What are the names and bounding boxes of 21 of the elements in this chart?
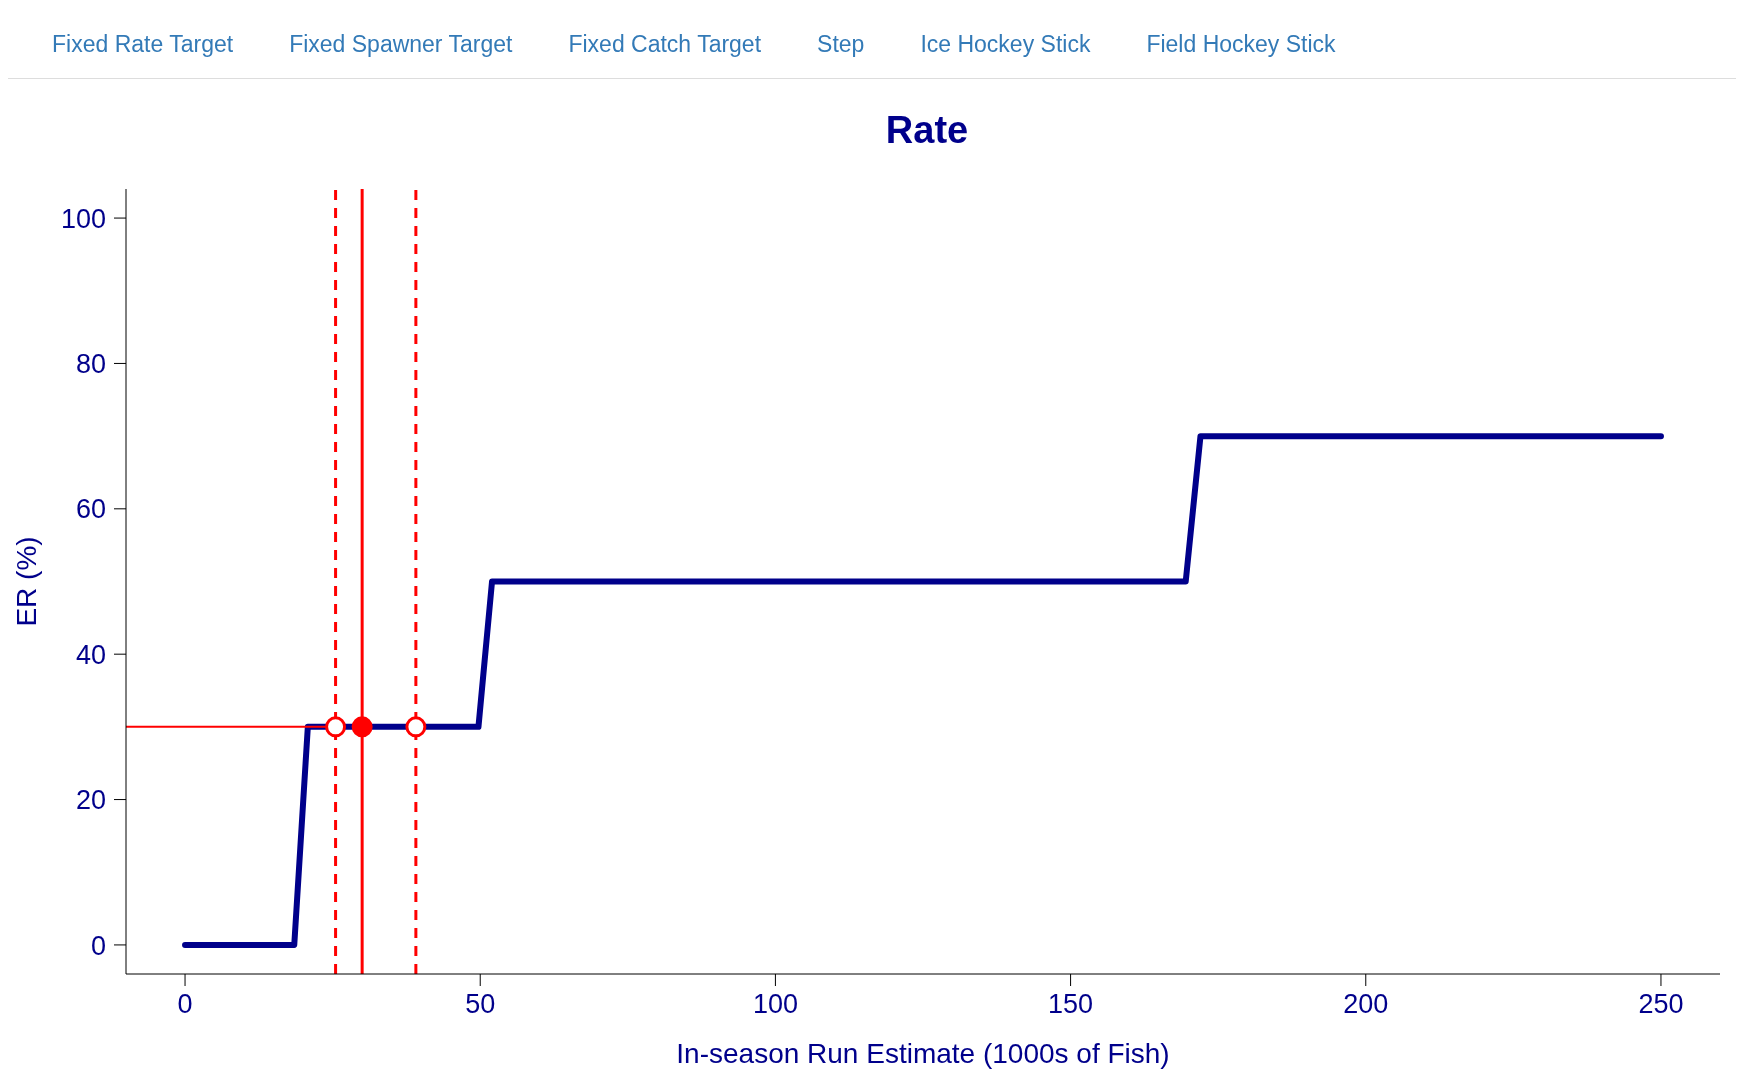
y-tick-label: 20 [75,785,106,816]
x-tick-label: 150 [1048,989,1094,1020]
y-tick-label: 100 [60,203,106,234]
text: Fixed Catch Target [567,30,763,59]
text: Ice Hockey Stick [919,30,1092,59]
y-tick-label: 0 [90,930,106,961]
y-tick-label: 40 [75,639,106,670]
chart-title: Rate [884,109,970,152]
y-axis-title: ER (%) [10,536,42,627]
y-tick-label: 60 [75,494,106,525]
text: Fixed Spawner Target [288,30,514,59]
x-tick-label: 0 [177,989,193,1020]
x-tick-label: 50 [465,989,496,1020]
text: Fixed Rate Target [51,30,235,59]
x-tick-label: 100 [752,989,798,1020]
text: Field Hockey Stick [1145,30,1337,59]
x-tick-label: 200 [1343,989,1389,1020]
text: Step [816,30,866,59]
x-tick-label: 250 [1638,989,1684,1020]
y-tick-label: 80 [75,349,106,380]
x-axis-title: In-season Run Estimate (1000s of Fish) [676,1038,1170,1069]
